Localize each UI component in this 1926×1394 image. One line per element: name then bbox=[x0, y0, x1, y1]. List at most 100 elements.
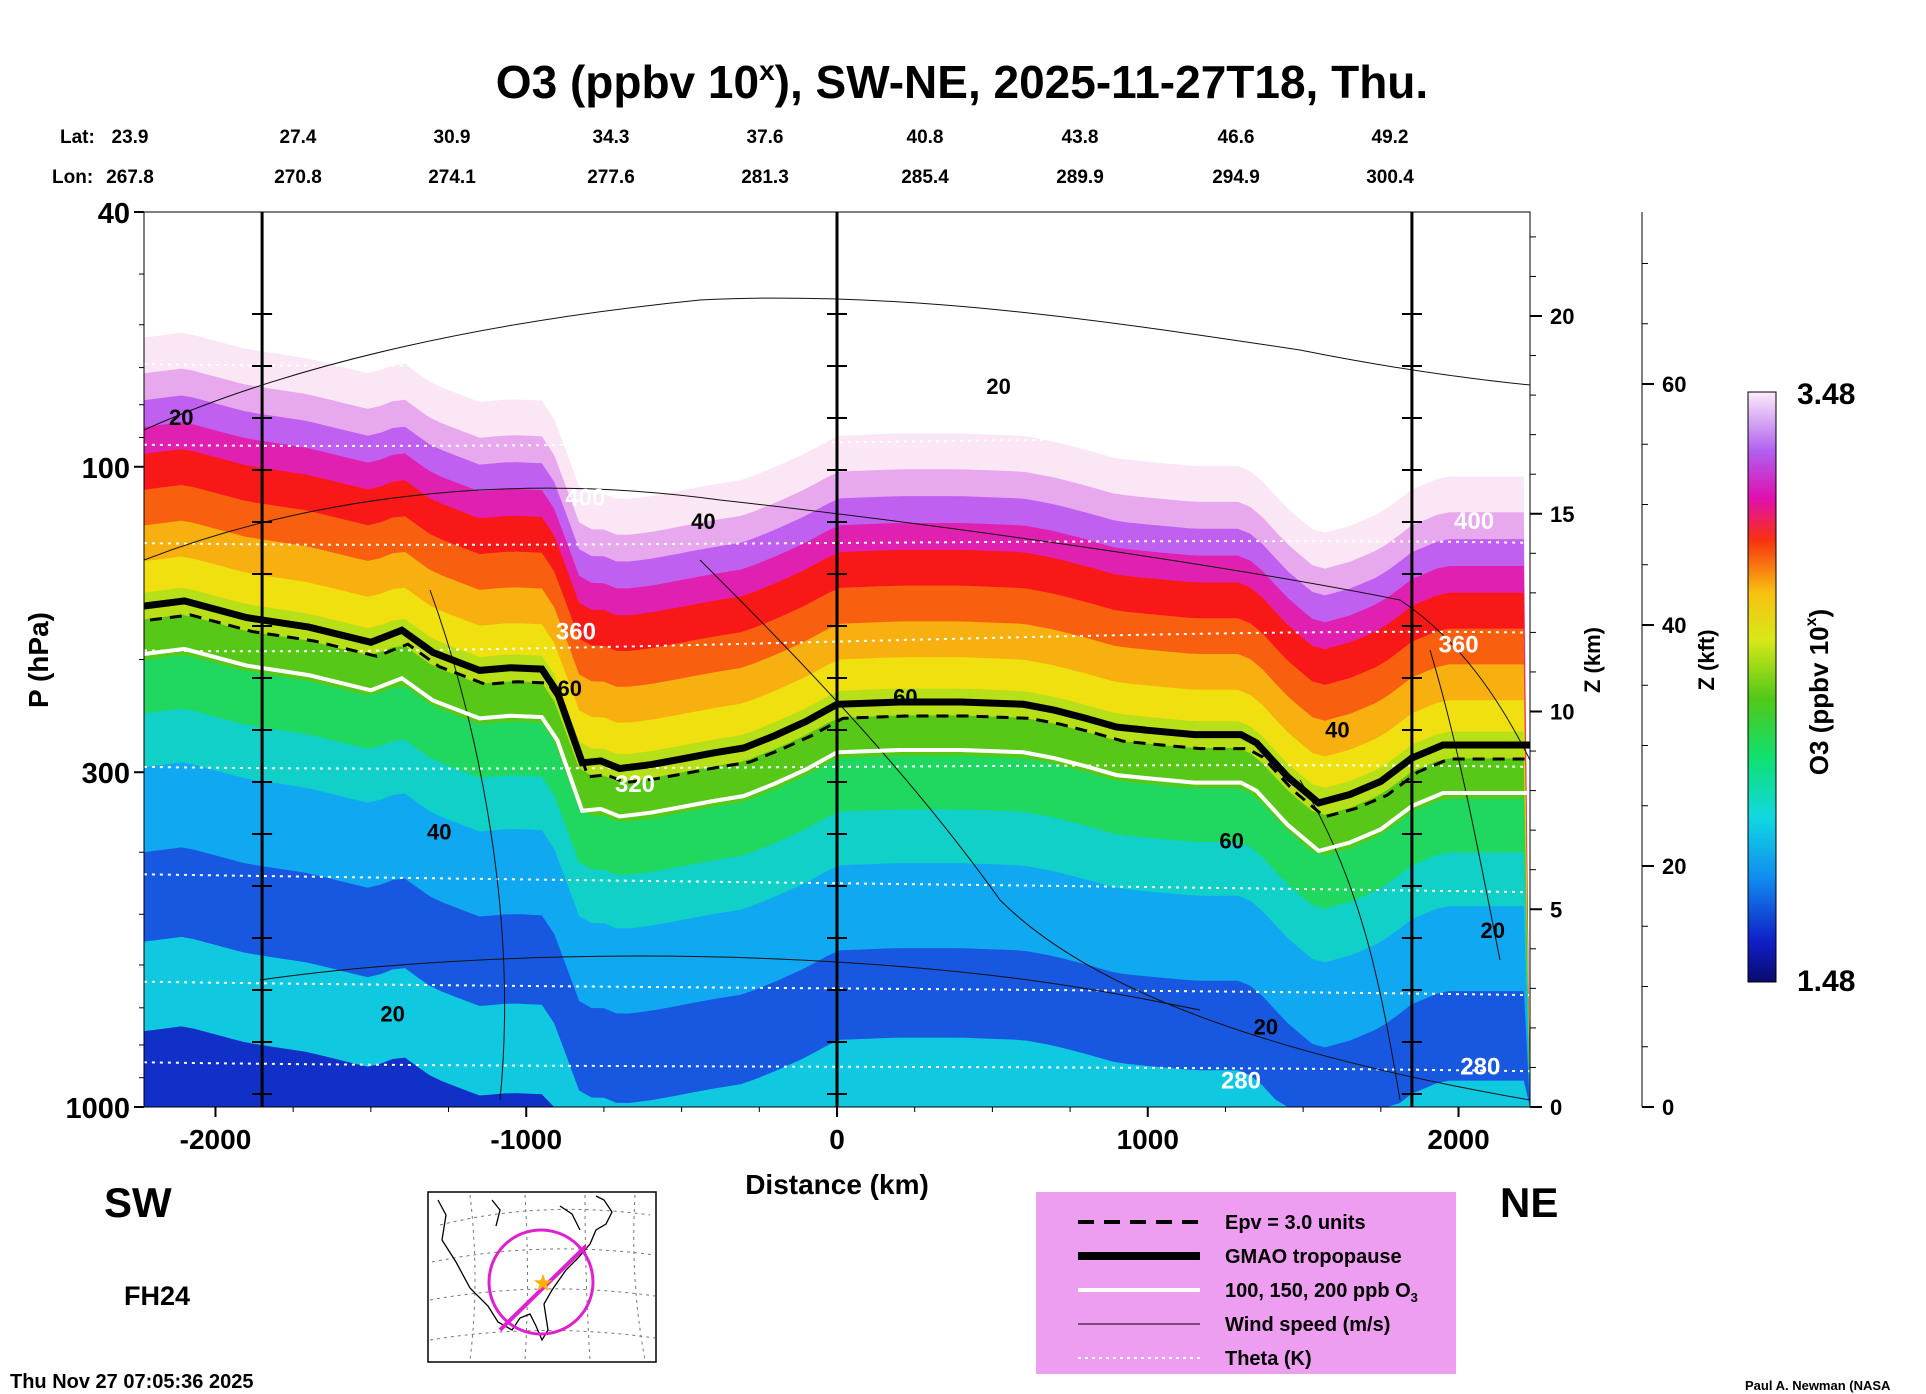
lat-value: 43.8 bbox=[1062, 127, 1099, 148]
contour-labels: 480 480 440 440 400 400 360 360 320 280 280 20 20 40 6… bbox=[169, 289, 1505, 1094]
theta-label: 440 bbox=[593, 373, 633, 400]
ozone-band-15 bbox=[144, 1026, 1530, 1107]
theta-label: 400 bbox=[1454, 508, 1494, 535]
legend-label: Wind speed (m/s) bbox=[1225, 1314, 1390, 1336]
lat-value: 23.9 bbox=[112, 127, 149, 148]
lon-value: 300.4 bbox=[1366, 167, 1414, 188]
wind-label: 20 bbox=[986, 374, 1010, 399]
legend: Epv = 3.0 units GMAO tropopause 100, 150, … bbox=[1078, 1212, 1418, 1370]
map-range-circle bbox=[487, 1228, 595, 1336]
z-km-tick-label: 5 bbox=[1550, 897, 1562, 922]
wind-contour-2 bbox=[429, 589, 506, 1101]
theta-label: 280 bbox=[1460, 1054, 1500, 1081]
map-center-star: ★ bbox=[532, 1270, 554, 1297]
theta-label: 360 bbox=[1439, 631, 1479, 658]
lat-value: 49.2 bbox=[1372, 127, 1409, 148]
z-km-tick-label: 0 bbox=[1550, 1095, 1562, 1120]
o3-ppb-contour bbox=[144, 646, 1530, 854]
wind-label: 20 bbox=[380, 1001, 404, 1026]
x-tick-label: -1000 bbox=[490, 1124, 562, 1155]
lon-value: 285.4 bbox=[901, 167, 949, 188]
timestamp: Thu Nov 27 07:05:36 2025 bbox=[10, 1371, 253, 1393]
gmao-tropopause-line bbox=[144, 597, 1530, 807]
wind-label: 20 bbox=[1480, 918, 1504, 943]
wind-label: 60 bbox=[1219, 829, 1243, 854]
map-coastline-2 bbox=[491, 1199, 581, 1231]
theta-label: 360 bbox=[556, 618, 596, 645]
legend-label: GMAO tropopause bbox=[1225, 1246, 1402, 1268]
z-kft-tick-label: 40 bbox=[1662, 613, 1686, 638]
z-kft-axis-label: Z (kft) bbox=[1694, 629, 1719, 690]
colorbar-max-label: 3.48 bbox=[1797, 378, 1855, 411]
wind-label: 40 bbox=[1325, 718, 1349, 743]
z-kft-tick-label: 0 bbox=[1662, 1095, 1674, 1120]
z-km-axis: 0 5 10 15 20 bbox=[1529, 212, 1574, 1120]
z-kft-axis: 0 20 40 60 bbox=[1641, 212, 1686, 1120]
lat-value: 46.6 bbox=[1218, 127, 1255, 148]
lon-value: 274.1 bbox=[428, 167, 476, 188]
x-axis-label: Distance (km) bbox=[745, 1169, 929, 1200]
lat-value: 40.8 bbox=[907, 127, 944, 148]
lon-value: 270.8 bbox=[274, 167, 322, 188]
wind-contour-6 bbox=[1429, 649, 1501, 961]
lat-lon-labels: 23.9 27.4 30.9 34.3 37.6 40.8 43.8 46.6 49.2 267.… bbox=[106, 127, 1414, 188]
chart-title: O3 (ppbv 10x), SW-NE, 2025-11-27T18, Thu… bbox=[496, 55, 1428, 108]
colorbar-min-label: 1.48 bbox=[1797, 965, 1855, 998]
map-transect-line bbox=[498, 1244, 588, 1332]
z-km-tick-label: 15 bbox=[1550, 502, 1574, 527]
p-tick-label: 1000 bbox=[65, 1093, 130, 1125]
theta-label: 280 bbox=[1221, 1067, 1261, 1094]
wind-contour-1 bbox=[144, 487, 1530, 761]
z-km-tick-label: 20 bbox=[1550, 304, 1574, 329]
wind-contour-3 bbox=[699, 559, 1530, 1101]
wind-label: 40 bbox=[691, 509, 715, 534]
lat-value: 37.6 bbox=[747, 127, 784, 148]
wind-contour-4 bbox=[259, 955, 1201, 1011]
colorbar bbox=[1747, 391, 1777, 983]
theta-label: 480 bbox=[1445, 343, 1485, 370]
wind-contour-5 bbox=[1299, 779, 1401, 1101]
vertical-reference-lines bbox=[252, 212, 1422, 1107]
lon-value: 277.6 bbox=[587, 167, 635, 188]
x-tick-label: 1000 bbox=[1117, 1124, 1179, 1155]
theta-label: 440 bbox=[1423, 413, 1463, 440]
forecast-hour-label: FH24 bbox=[124, 1281, 190, 1311]
x-tick-label: 2000 bbox=[1427, 1124, 1489, 1155]
p-tick-label: 40 bbox=[98, 198, 130, 230]
map-coastline bbox=[437, 1195, 613, 1342]
sw-direction-label: SW bbox=[104, 1179, 172, 1226]
epv-dashed-line bbox=[149, 613, 1530, 819]
legend-label: Epv = 3.0 units bbox=[1225, 1212, 1366, 1234]
theta-label: 320 bbox=[615, 771, 655, 798]
z-kft-tick-label: 60 bbox=[1662, 372, 1686, 397]
lon-value: 267.8 bbox=[106, 167, 154, 188]
legend-label: 100, 150, 200 ppb O3 bbox=[1225, 1280, 1418, 1305]
ne-direction-label: NE bbox=[1500, 1179, 1558, 1226]
pressure-axis: 40 100 300 1000 bbox=[65, 198, 144, 1125]
wind-label: 60 bbox=[558, 676, 582, 701]
x-axis: -2000 -1000 0 1000 2000 bbox=[180, 1107, 1490, 1155]
lat-value: 34.3 bbox=[593, 127, 630, 148]
wind-label: 20 bbox=[169, 405, 193, 430]
colorbar-label: O3 (ppbv 10x) bbox=[1803, 609, 1834, 775]
theta-label: 480 bbox=[553, 289, 593, 316]
title-superscript: x bbox=[759, 55, 775, 86]
credit: Paul A. Newman (NASA bbox=[1745, 1378, 1891, 1393]
lat-value: 30.9 bbox=[434, 127, 471, 148]
z-km-tick-label: 10 bbox=[1550, 700, 1574, 725]
p-tick-label: 100 bbox=[82, 453, 130, 485]
lon-value: 281.3 bbox=[741, 167, 789, 188]
lon-value: 289.9 bbox=[1056, 167, 1104, 188]
wind-label: 60 bbox=[893, 684, 917, 709]
inset-map: ★ bbox=[427, 1191, 657, 1363]
z-kft-tick-label: 20 bbox=[1662, 854, 1686, 879]
x-tick-label: -2000 bbox=[180, 1124, 252, 1155]
lat-row-label: Lat: bbox=[60, 127, 95, 148]
legend-label: Theta (K) bbox=[1225, 1348, 1312, 1370]
wind-speed-contours bbox=[144, 297, 1530, 1101]
lon-row-label: Lon: bbox=[52, 167, 93, 188]
y-axis-label: P (hPa) bbox=[23, 612, 54, 708]
wind-label: 40 bbox=[427, 819, 451, 844]
map-graticule bbox=[429, 1194, 656, 1361]
